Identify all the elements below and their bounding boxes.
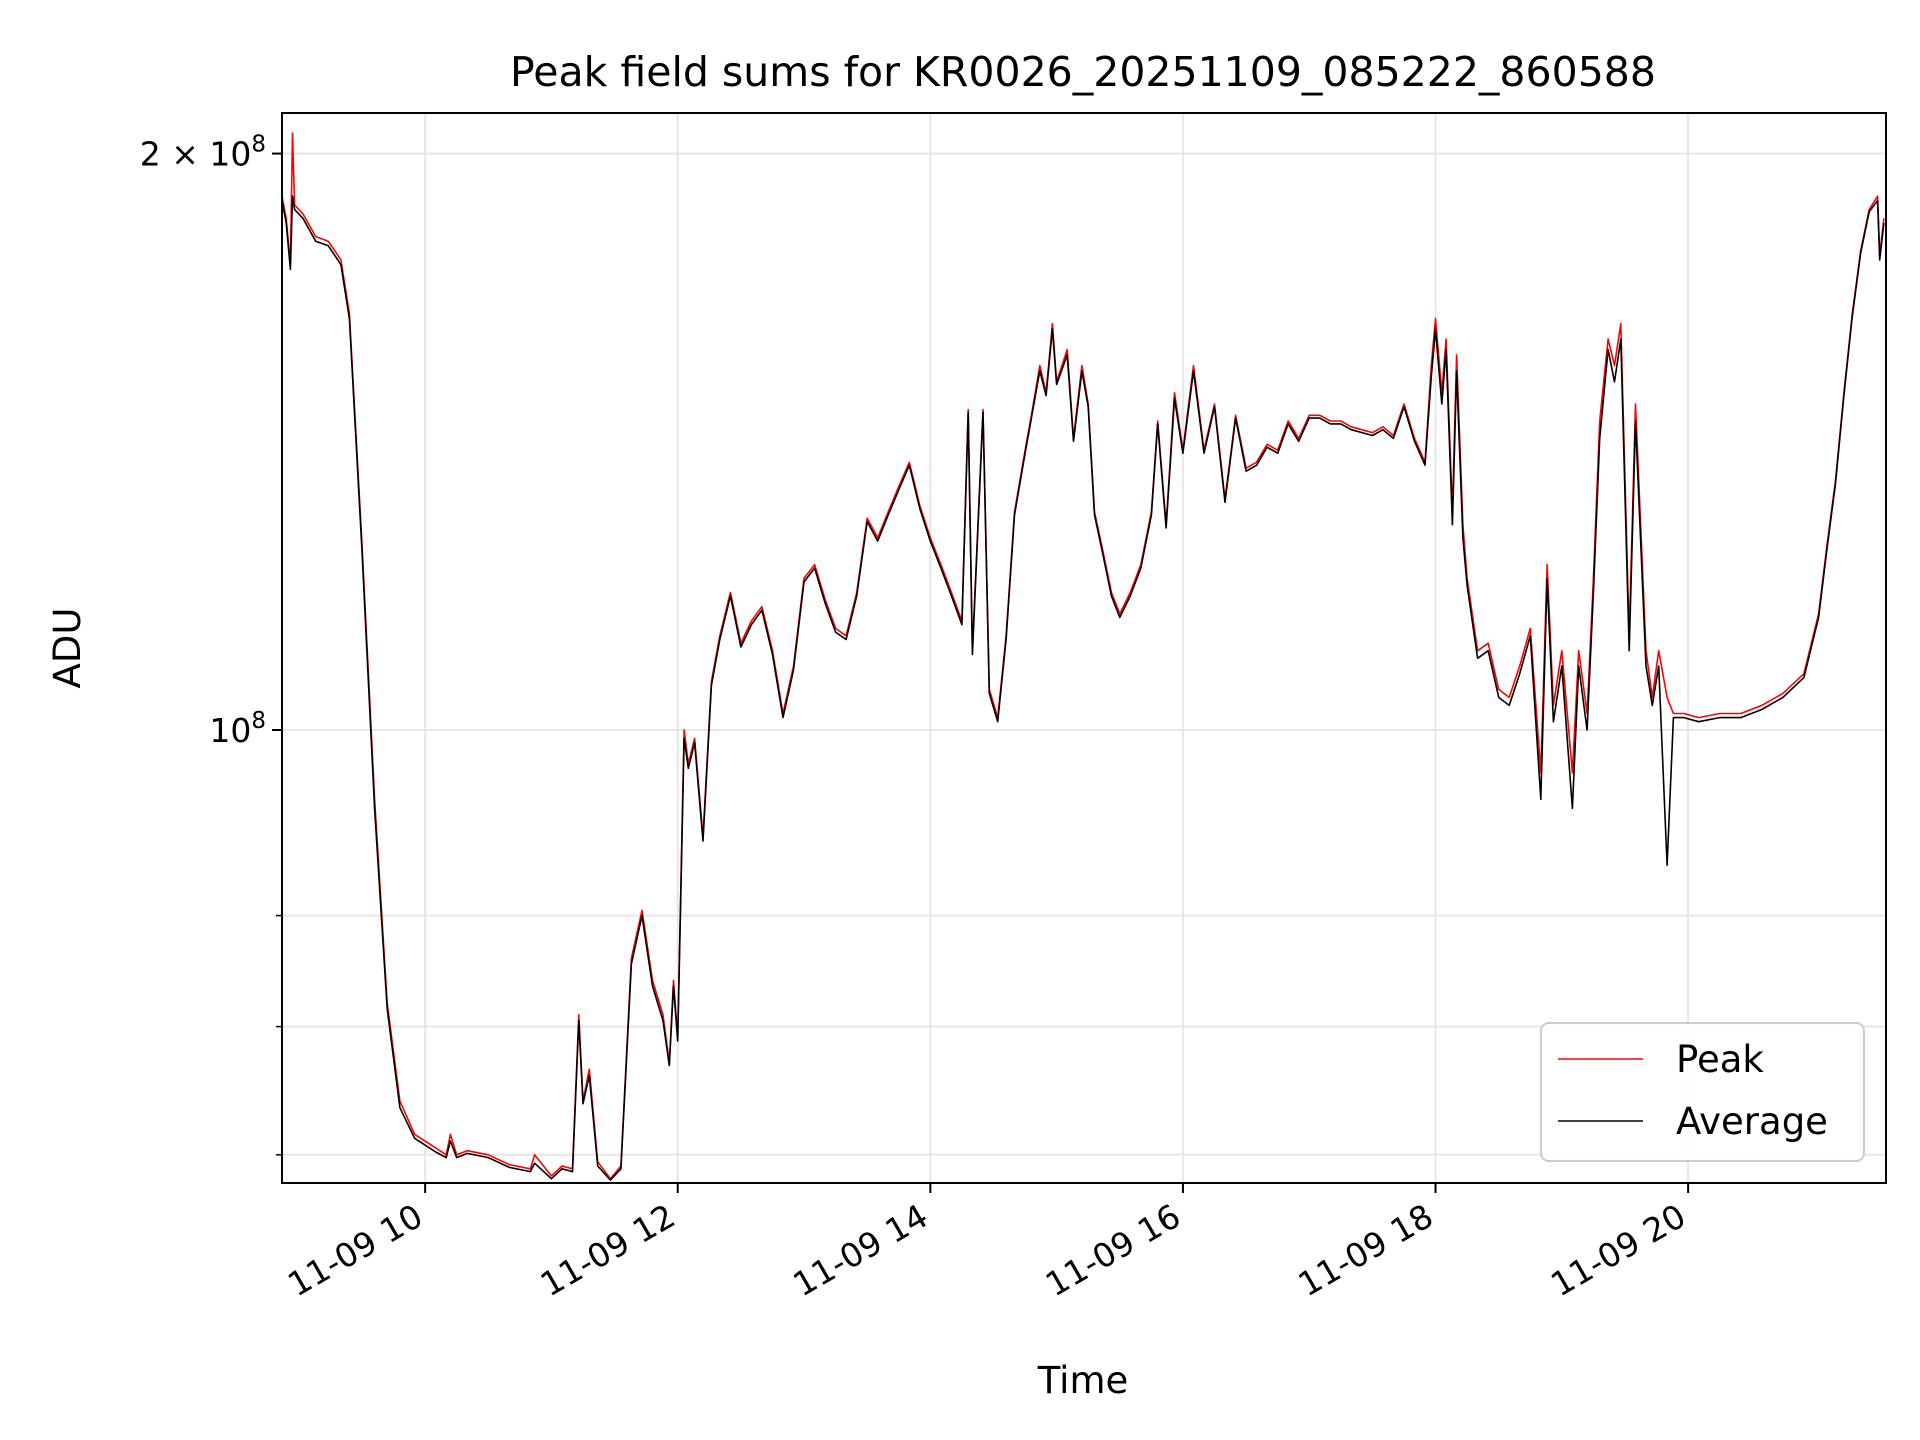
y-tick-label-exponent: 8 <box>251 708 266 734</box>
y-tick-label: 108 <box>209 708 266 750</box>
y-tick-label-coefficient: 2 × <box>140 135 210 174</box>
y-axis-label: ADU <box>46 608 89 689</box>
y-tick-label-base: 10 <box>209 711 251 750</box>
plot-series <box>281 132 1885 1181</box>
chart-title: Peak field sums for KR0026_20251109_0852… <box>510 48 1656 96</box>
y-tick-label: 2 × 108 <box>140 132 266 174</box>
y-tick-label-exponent: 8 <box>251 132 266 158</box>
legend: Peak Average <box>1540 1022 1865 1162</box>
series-line-average <box>281 195 1885 1181</box>
legend-label-peak: Peak <box>1676 1038 1764 1081</box>
x-axis-label: Time <box>1037 1359 1129 1402</box>
legend-box <box>1540 1022 1865 1162</box>
plot-area-frame <box>281 112 1887 1184</box>
legend-label-average: Average <box>1676 1100 1828 1143</box>
y-tick-label-base: 10 <box>209 135 251 174</box>
